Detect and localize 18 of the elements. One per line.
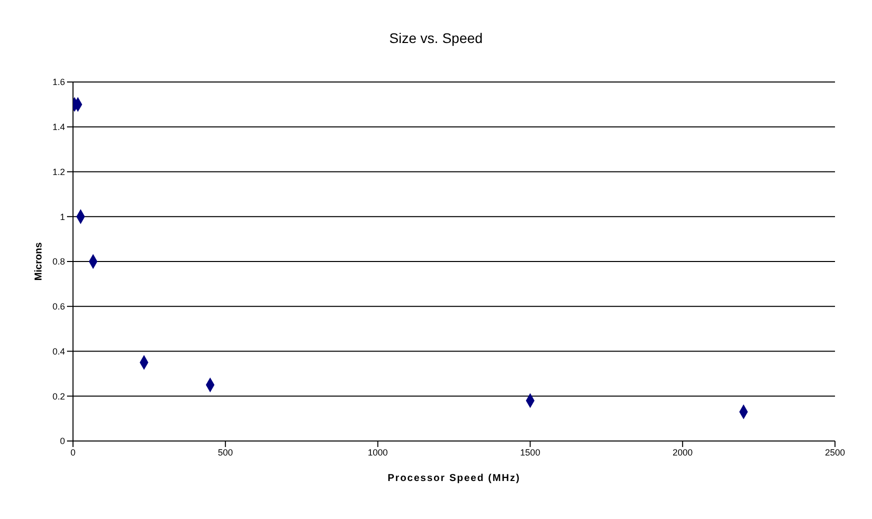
x-axis-title: Processor Speed (MHz) [388,473,520,484]
y-tick-label: 1.6 [52,77,65,88]
x-tick-label: 2500 [824,447,846,458]
y-tick-label: 1 [60,212,65,222]
y-tick-label: 0 [60,436,65,446]
x-tick-label: 1000 [368,447,388,458]
x-tick-label: 1500 [520,447,540,458]
y-tick-label: 0.4 [52,346,65,356]
y-tick-label: 0.6 [52,302,65,312]
x-tick-label: 0 [70,447,76,458]
y-tick-label: 0.2 [52,391,65,402]
x-tick-label: 500 [218,447,233,458]
chart-title: Size vs. Speed [388,30,484,46]
y-tick-label: 1.4 [52,122,65,132]
y-tick-label: 1.2 [52,166,65,177]
x-tick-label: 2000 [672,447,693,458]
y-tick-label: 0.8 [52,256,65,267]
y-axis-title: Microns [34,242,45,281]
